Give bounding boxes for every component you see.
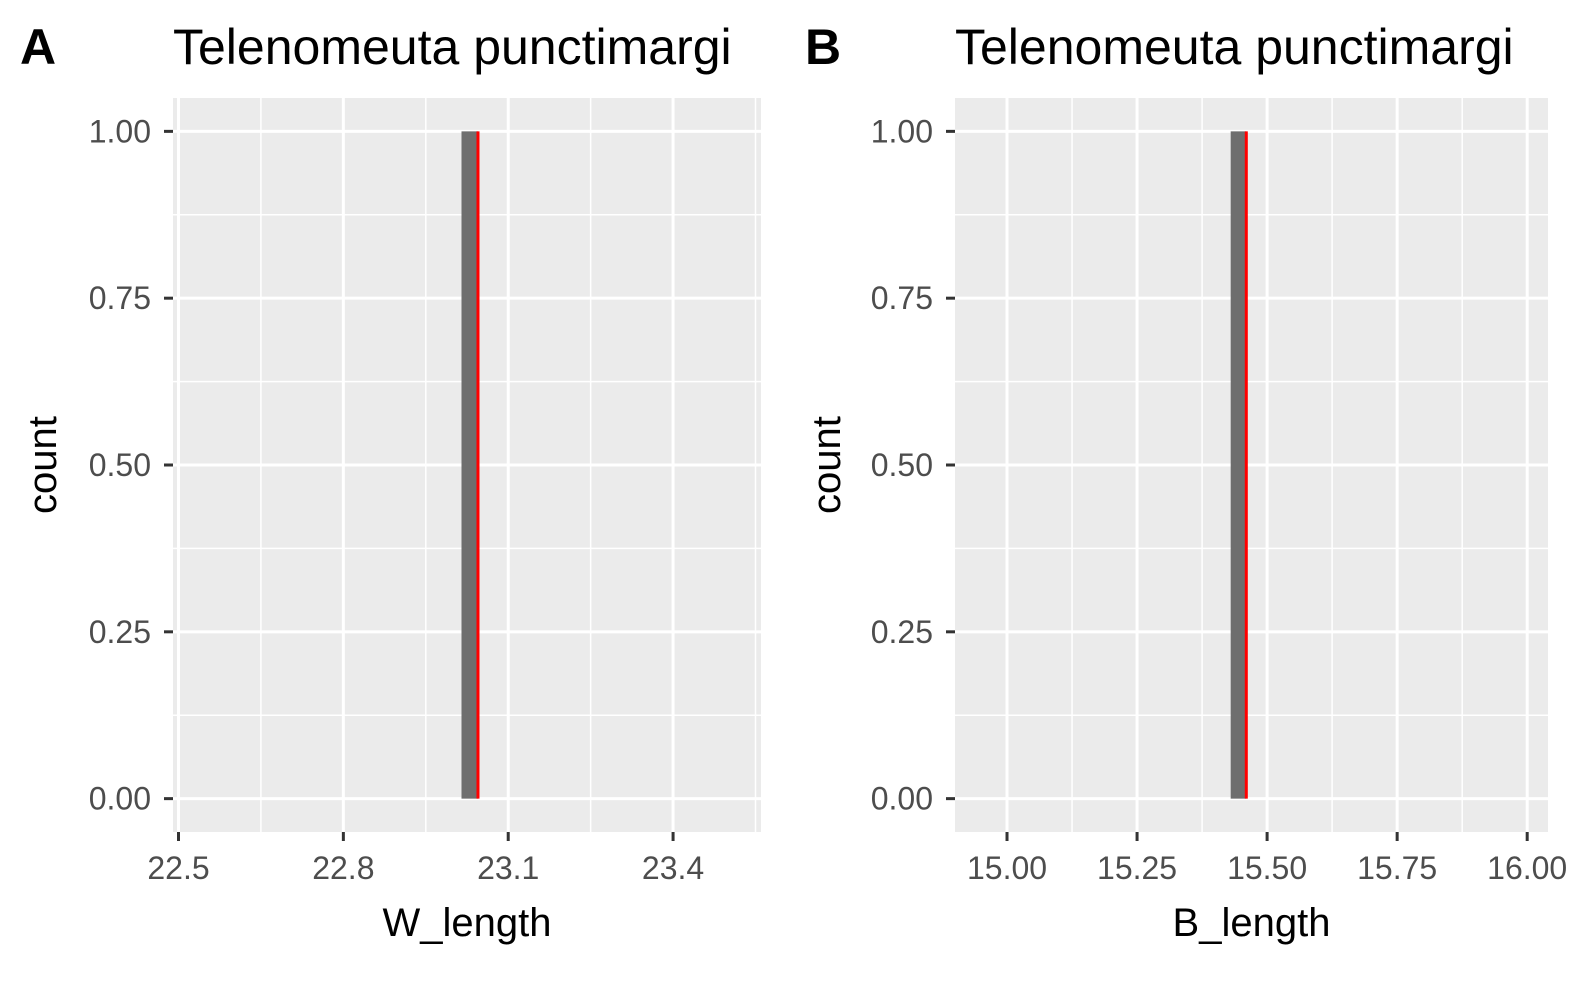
- panel-a-x-tick-label-0: 22.5: [147, 850, 209, 886]
- panel-a-title: Telenomeuta punctimargi: [173, 19, 732, 75]
- panel-b-y-tick-label-2: 0.50: [871, 447, 933, 483]
- panel-a-y-tick-label-2: 0.50: [89, 447, 151, 483]
- panel-b-tag: B: [805, 19, 841, 75]
- panel-b-y-tick-label-1: 0.25: [871, 614, 933, 650]
- panel-b-y-tick-label-4: 1.00: [871, 113, 933, 149]
- panel-b-y-tick-label-3: 0.75: [871, 280, 933, 316]
- panel-b-x-tick-label-1: 15.25: [1097, 850, 1177, 886]
- panel-a-x-axis-title: W_length: [383, 901, 552, 945]
- panel-b: B Telenomeuta punctimargi 0.000.250.500.…: [805, 19, 1567, 945]
- panel-b-gridlines: [955, 98, 1548, 832]
- panel-b-bars: [1230, 131, 1247, 799]
- panel-a-y-tick-label-0: 0.00: [89, 781, 151, 817]
- panel-a-x-tick-label-2: 23.1: [477, 850, 539, 886]
- panel-b-x-tick-label-2: 15.50: [1227, 850, 1307, 886]
- panel-a-tag: A: [20, 19, 56, 75]
- panel-a-y-tick-label-3: 0.75: [89, 280, 151, 316]
- panel-a-bars: [461, 131, 478, 799]
- panel-b-x-ticks: 15.00 15.25 15.50 15.75 16.00: [967, 832, 1567, 886]
- panel-b-y-axis-title: count: [805, 416, 849, 514]
- panel-b-title: Telenomeuta punctimargi: [955, 19, 1514, 75]
- panel-b-x-tick-label-3: 15.75: [1357, 850, 1437, 886]
- panel-b-y-ticks: 0.00 0.25 0.50 0.75 1.00: [871, 113, 955, 817]
- panel-b-histogram-bar-0: [1230, 131, 1247, 799]
- panel-a-x-ticks: 22.5 22.8 23.1 23.4: [147, 832, 704, 886]
- panel-b-x-tick-label-4: 16.00: [1487, 850, 1567, 886]
- panel-a-x-tick-label-1: 22.8: [312, 850, 374, 886]
- panel-b-y-tick-label-0: 0.00: [871, 781, 933, 817]
- panel-a-y-axis-title: count: [21, 416, 65, 514]
- panel-a-y-tick-label-4: 1.00: [89, 113, 151, 149]
- panel-a-histogram-bar-0: [461, 131, 478, 799]
- panel-a-x-tick-label-3: 23.4: [642, 850, 704, 886]
- panel-a: A Telenomeuta punctimargi 0.000.250.500.…: [20, 19, 761, 945]
- panel-b-x-tick-label-0: 15.00: [967, 850, 1047, 886]
- panel-a-y-ticks: 0.00 0.25 0.50 0.75 1.00: [89, 113, 173, 817]
- panel-b-x-axis-title: B_length: [1173, 901, 1331, 945]
- panel-a-y-tick-label-1: 0.25: [89, 614, 151, 650]
